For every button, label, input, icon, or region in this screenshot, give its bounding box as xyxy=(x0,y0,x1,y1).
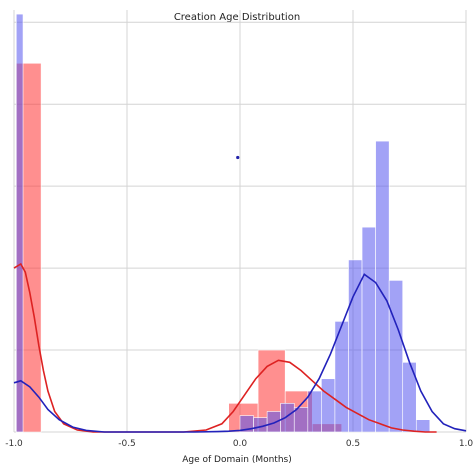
x-tick-label-1: -0.5 xyxy=(118,439,136,449)
series-1-bar-9 xyxy=(348,259,363,433)
x-tick-label-0: -1.0 xyxy=(5,439,23,449)
x-tick-label-3: 0.5 xyxy=(346,439,360,449)
series-1-kde-line xyxy=(13,273,467,433)
series-1-bar-3 xyxy=(266,411,281,433)
series-1-bar-12 xyxy=(388,280,404,433)
series-1-bar-10 xyxy=(361,226,376,433)
series-1-bar-14 xyxy=(415,419,431,433)
annotations xyxy=(236,155,240,160)
chart-title: Creation Age Distribution xyxy=(174,12,300,23)
series-1-bar-7 xyxy=(321,378,336,433)
histogram-bars xyxy=(15,13,431,433)
series-1-bar-5 xyxy=(293,407,309,433)
series-1-bar-4 xyxy=(280,403,295,433)
series-0-kde-line xyxy=(13,262,437,433)
series-1-bar-6 xyxy=(307,390,322,433)
x-tick-label-2: 0.0 xyxy=(233,439,248,449)
x-tick-label-4: 1.0 xyxy=(459,439,474,449)
series-1-bar-0 xyxy=(15,13,24,433)
kde-curves xyxy=(13,262,467,433)
x-tick-labels: -1.0 -0.5 0.0 0.5 1.0 xyxy=(5,439,473,449)
x-axis-label: Age of Domain (Months) xyxy=(182,455,292,465)
annotation-dot-0 xyxy=(236,155,240,160)
